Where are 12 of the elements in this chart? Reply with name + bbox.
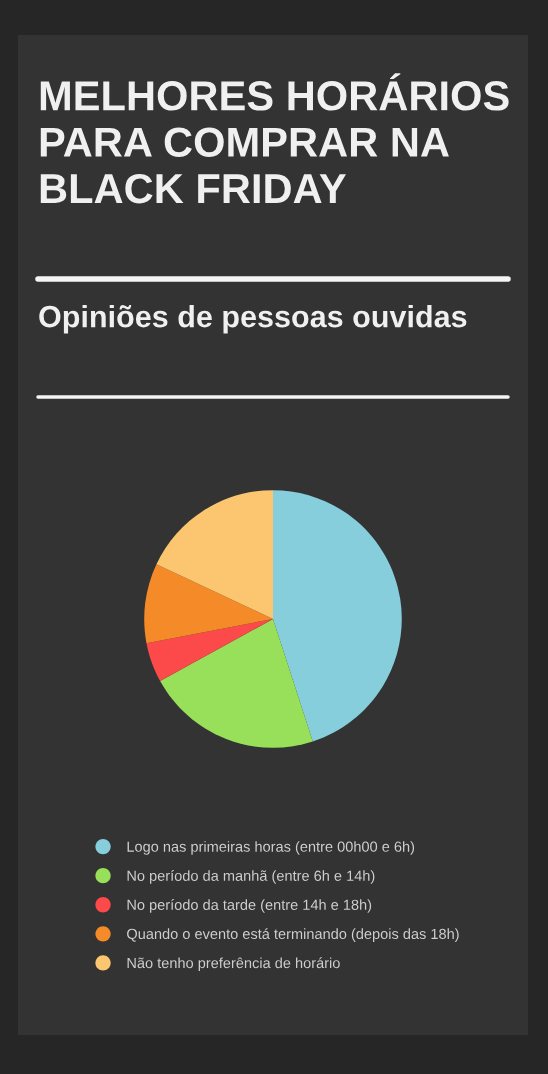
legend-label: No período da tarde (entre 14h e 18h) xyxy=(127,899,372,913)
pie-slice xyxy=(160,619,313,748)
legend-label: Logo nas primeiras horas (entre 00h00 e 6h) xyxy=(127,841,415,855)
pie-slice xyxy=(273,490,402,742)
chart-subtitle: Opiniões de pessoas ouvidas xyxy=(39,305,467,334)
pie-slice xyxy=(156,490,273,619)
legend-label: Quando o evento está terminando (depois das 18h) xyxy=(127,928,459,942)
pie-slice xyxy=(144,564,273,644)
chart-title: MELHORES HORÁRIOS PARA COMPRAR NA BLACK FRIDAY xyxy=(40,73,509,204)
pie-slice xyxy=(146,619,273,682)
legend-label: Não tenho preferência de horário xyxy=(127,957,340,972)
legend-label: No período da manhã (entre 6h e 14h) xyxy=(127,870,375,884)
